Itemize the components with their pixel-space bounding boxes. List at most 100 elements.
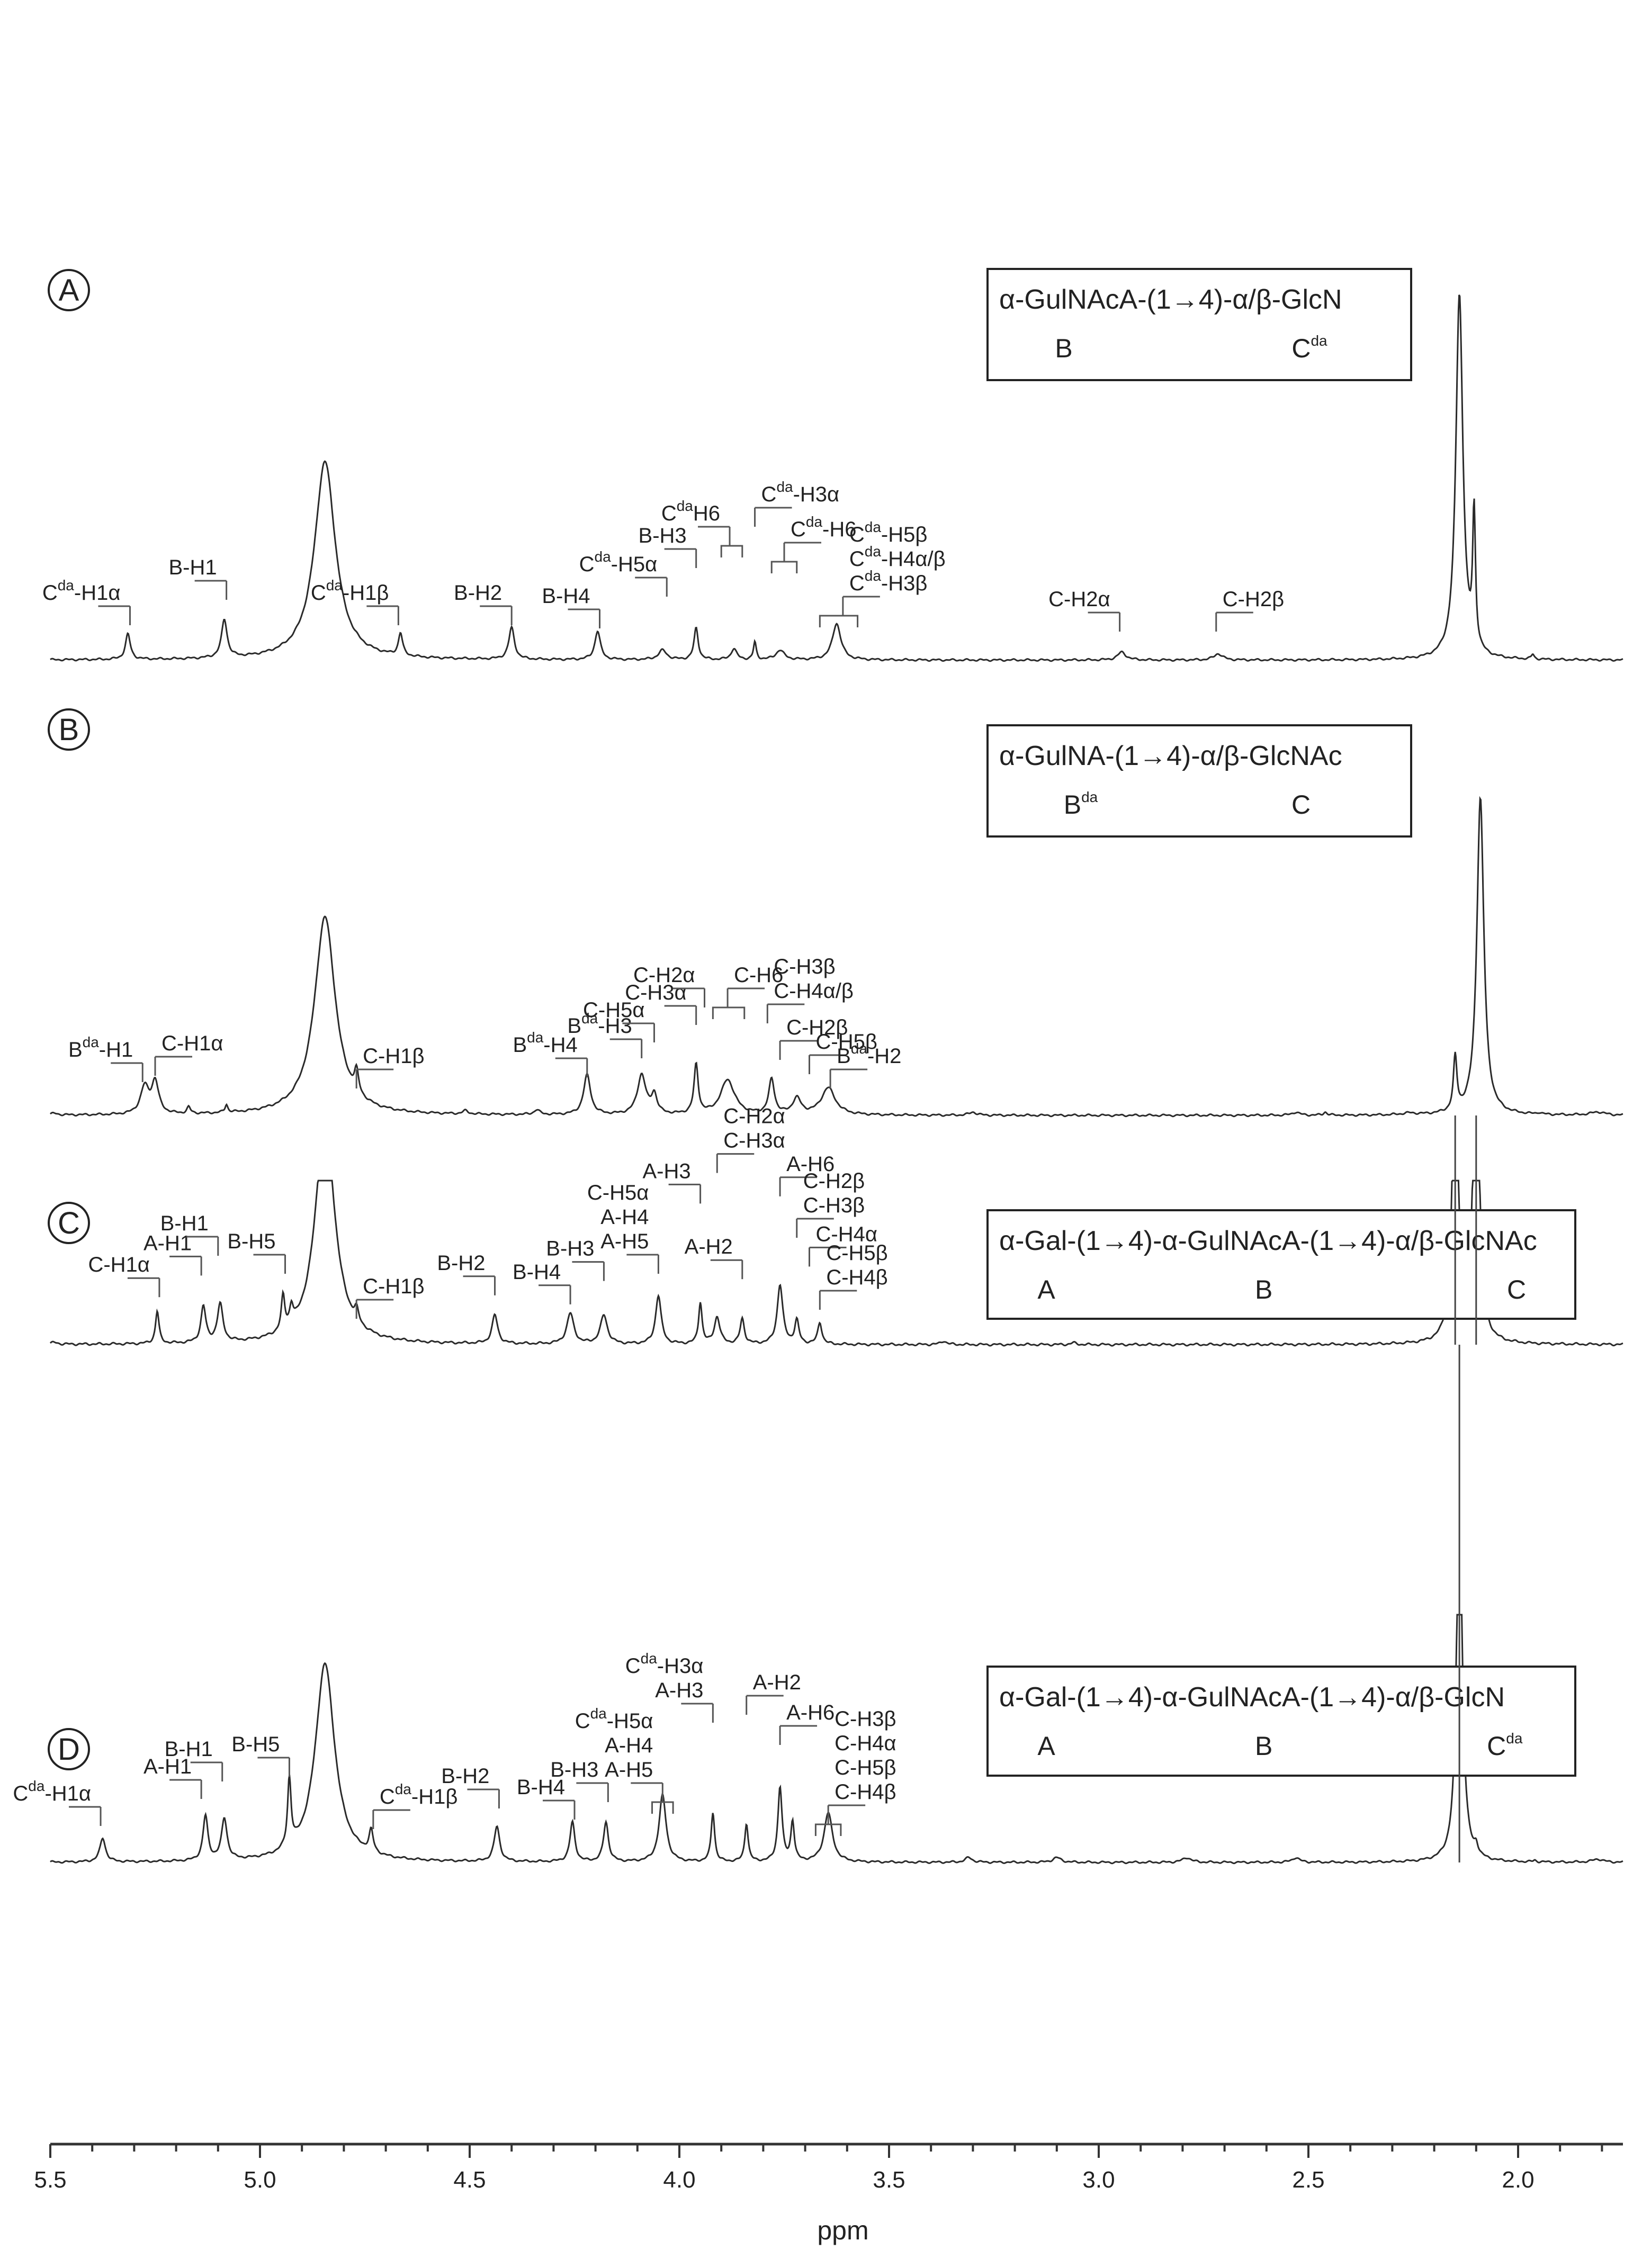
peak-label-text: B-H4 [513, 1261, 561, 1284]
peak-label: Cda-H3α [754, 479, 840, 527]
x-tick-label: 3.5 [873, 2167, 905, 2193]
x-tick-label: 5.5 [34, 2167, 66, 2193]
x-axis-ticks: 5.5 5.0 4.5 4.0 3.5 3.0 2.5 2.0 [34, 2144, 1603, 2193]
peak-label-text: Cda-H1β [380, 1781, 458, 1808]
spectrum-badge-circle [48, 708, 90, 751]
peak-label: C-H1β [355, 1045, 425, 1088]
peak-label-text: C-H4α [816, 1222, 877, 1246]
x-tick-label: 4.0 [663, 2167, 695, 2193]
peak-label: Bda-H4 [513, 1029, 588, 1077]
peak-label: Cda-H6 [770, 514, 857, 573]
residue-letter: B [1055, 334, 1072, 363]
peak-label: B-H1 [168, 556, 228, 600]
spectrum-trace-C [49, 1180, 1623, 1347]
x-axis: 5.5 5.0 4.5 4.0 3.5 3.0 2.5 2.0 ppm [34, 2143, 1623, 2245]
peak-label-text: C-H3α [625, 981, 686, 1004]
peak-label: B-H2 [441, 1765, 500, 1808]
peak-label: B-H3 [546, 1237, 605, 1281]
peak-label-text: C-H1β [363, 1275, 424, 1298]
peak-label-text: A-H5 [605, 1758, 653, 1781]
peak-label-text: Cda-H3α [761, 479, 840, 506]
spectrum-badge-C: C [58, 1206, 80, 1240]
peak-label-text: B-H2 [437, 1252, 485, 1275]
peak-label: A-H6 [779, 1153, 835, 1196]
peak-label-text: B-H3 [546, 1237, 594, 1261]
spectrum-D: Dα-Gal-(1→4)-α-GulNAcA-(1→4)-α/β-GlcN A B C… [13, 1614, 1623, 1865]
structure-box [986, 1209, 1576, 1320]
peak-label-text: Cda-H3β [849, 568, 928, 595]
peak-label-text: Cda-H6 [791, 514, 857, 541]
peak-label: Cda-H5α [579, 548, 668, 597]
peak-label: A-H2 [746, 1671, 801, 1715]
peak-label-text: C-H5β [826, 1241, 887, 1265]
peak-label: A-H6 [779, 1701, 835, 1745]
peak-label-text: C-H6 [734, 964, 783, 987]
structure-box [986, 1666, 1576, 1777]
peak-label-text: C-H5β [816, 1030, 877, 1054]
spectrum-badge-B: B [59, 713, 79, 747]
spectrum-badge-circle [48, 269, 90, 311]
peak-label: B-H1 [160, 1212, 219, 1256]
peak-label-text: A-H4 [605, 1734, 653, 1757]
peak-label: C-H2α [1048, 588, 1121, 632]
peak-label: C-H5α [583, 998, 655, 1042]
x-tick-label: 4.5 [453, 2167, 486, 2193]
spectrum-trace-B [50, 796, 1623, 1118]
peak-label: C-H3α [625, 981, 697, 1025]
spectrum-C: Cα-Gal-(1→4)-α-GulNAcA-(1→4)-α/β-GlcNAc A… [48, 1105, 1623, 1347]
peak-label: Cda-H1α [13, 1778, 102, 1826]
structure-box [986, 724, 1412, 838]
residue-letter: A [1037, 1275, 1055, 1304]
peak-label: Cda-H1α [42, 577, 131, 625]
peak-label-text: B-H2 [454, 581, 502, 605]
x-axis-label: ppm [817, 2216, 868, 2245]
peak-label: C-H1α [154, 1032, 223, 1076]
peak-label-text: C-H2β [803, 1169, 865, 1193]
peak-label-text: CdaH6 [661, 498, 720, 525]
peak-label-text: A-H6 [786, 1153, 835, 1176]
peak-label-text: C-H2β [1223, 588, 1284, 611]
spectrum-trace-D [50, 1614, 1623, 1865]
structure-formula: α-GulNA-(1→4)-α/β-GlcNAc [999, 741, 1342, 771]
peak-label-text: B-H1 [165, 1738, 213, 1761]
residue-letter: A [1037, 1731, 1055, 1761]
peak-label-text: B-H4 [542, 584, 590, 608]
residue-letter: C [1291, 790, 1311, 820]
peak-label-text: B-H5 [231, 1733, 280, 1756]
peak-label: Bda-H3 [567, 1010, 643, 1058]
peak-label-text: C-H3β [774, 955, 835, 978]
peak-label-text: Cda-H1β [311, 577, 389, 605]
peak-label-text: Bda-H2 [837, 1040, 901, 1068]
peak-label-text: A-H2 [685, 1235, 733, 1258]
spectrum-badge-circle [48, 1728, 90, 1770]
peak-label-text: C-H4β [835, 1780, 896, 1804]
peak-label-text: B-H2 [441, 1765, 489, 1788]
peak-label: C-H2β [1215, 588, 1284, 632]
peak-label-text: C-H2β [786, 1016, 848, 1039]
peak-label-text: B-H5 [227, 1230, 275, 1253]
peak-label: C-H1α [88, 1253, 160, 1298]
peak-label: A-H3 [642, 1159, 702, 1204]
peak-label: C-H1β [355, 1275, 425, 1319]
peak-label-text: A-H2 [753, 1671, 801, 1694]
peak-label: B-H2 [454, 581, 513, 625]
peak-label-text: C-H2α [633, 964, 695, 987]
peak-label-text: C-H1α [161, 1032, 223, 1055]
peak-label: Bda-H1 [68, 1034, 143, 1082]
peak-label: B-H5 [227, 1230, 286, 1274]
peak-label: C-H4α [809, 1222, 877, 1267]
peak-label: B-H4 [513, 1261, 571, 1304]
peak-label-text: Cda-H5β [849, 519, 928, 546]
peak-label: A-H5A-H4C-H5α [587, 1181, 659, 1274]
peak-label-text: B-H3 [550, 1758, 598, 1781]
peak-label-text: C-H2α [1048, 588, 1110, 611]
peak-label: B-H3 [550, 1758, 609, 1802]
